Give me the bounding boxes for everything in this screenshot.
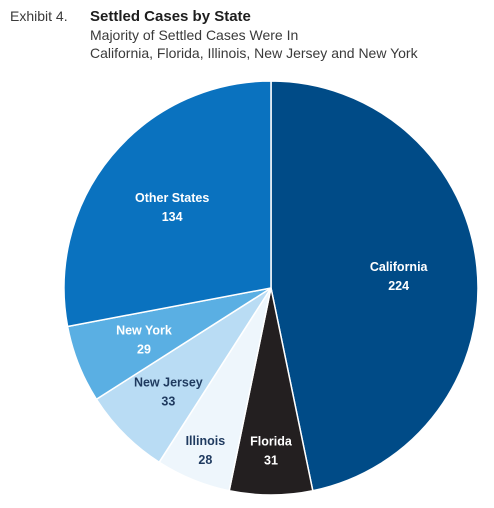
chart-subtitle-line-1: Majority of Settled Cases Were In [90, 27, 299, 43]
slice-value-new-jersey: 33 [161, 394, 175, 408]
chart-title: Settled Cases by State [90, 8, 251, 25]
pie-slice-other-states [63, 80, 272, 328]
slice-label-florida: Florida [250, 434, 293, 448]
slice-value-illinois: 28 [198, 453, 212, 467]
slice-label-new-york: New York [116, 323, 172, 337]
slice-value-florida: 31 [264, 453, 278, 467]
chart-subtitle-line-2: California, Florida, Illinois, New Jerse… [90, 45, 418, 61]
title-block: Settled Cases by State Majority of Settl… [90, 8, 490, 62]
slice-label-california: California [370, 260, 429, 274]
slice-label-other-states: Other States [135, 191, 209, 205]
slice-label-illinois: Illinois [186, 434, 226, 448]
slice-value-other-states: 134 [162, 210, 183, 224]
exhibit-label: Exhibit 4. [10, 8, 68, 24]
slice-value-new-york: 29 [137, 342, 151, 356]
slice-value-california: 224 [388, 279, 409, 293]
slice-label-new-jersey: New Jersey [134, 375, 203, 389]
pie-slice-california [270, 80, 479, 492]
